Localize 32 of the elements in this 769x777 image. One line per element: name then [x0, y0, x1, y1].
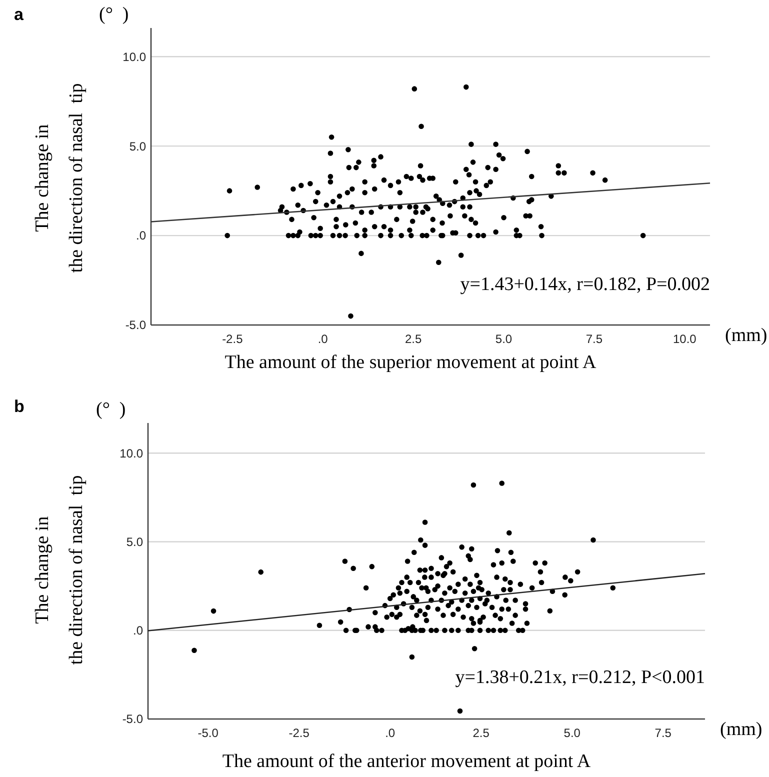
y-tick-label: .0 — [132, 624, 144, 638]
annotation: y=1.43+0.14x, r=0.182, P=0.002 — [460, 274, 710, 295]
x-tick-label: 5.0 — [564, 726, 581, 740]
y-tick-label: .0 — [136, 228, 146, 243]
y-tick-label: -5.0 — [125, 318, 146, 332]
x-tick-label: .0 — [385, 726, 396, 740]
x-tick-label: 7.5 — [654, 726, 672, 740]
x-tick-label: -2.5 — [222, 332, 244, 346]
x-tick-label: 7.5 — [586, 332, 603, 346]
text: (° ) — [99, 4, 129, 25]
y-axis-title: The change in the direction of nasal tip — [32, 475, 87, 665]
y-axis-title: The change in the direction of nasal tip — [32, 83, 87, 273]
y-tick-label: -5.0 — [122, 712, 144, 726]
x-tick-label: 10.0 — [672, 332, 697, 346]
y-tick-label: 5.0 — [129, 139, 146, 154]
y-tick-label: 10.0 — [120, 446, 144, 460]
x-tick-label: -2.5 — [288, 726, 310, 740]
x-axis-title: The amount of the superior movement at point A — [224, 352, 597, 373]
text: (mm) — [720, 719, 762, 740]
x-tick-label: 5.0 — [495, 332, 512, 346]
text: (° ) — [96, 399, 126, 420]
x-tick-label: .0 — [318, 332, 328, 346]
y-tick-label: 10.0 — [122, 50, 146, 64]
chart-title: b — [14, 397, 24, 416]
y-tick-label: 5.0 — [126, 534, 144, 549]
chart-title: a — [14, 5, 24, 24]
x-axis-title: The amount of the anterior movement at point A — [222, 751, 591, 772]
x-tick-label: -5.0 — [198, 726, 219, 740]
x-tick-label: 2.5 — [404, 332, 422, 346]
annotation: y=1.38+0.21x, r=0.212, P<0.001 — [455, 667, 705, 688]
text: (mm) — [725, 325, 768, 346]
x-tick-label: 2.5 — [472, 726, 490, 740]
